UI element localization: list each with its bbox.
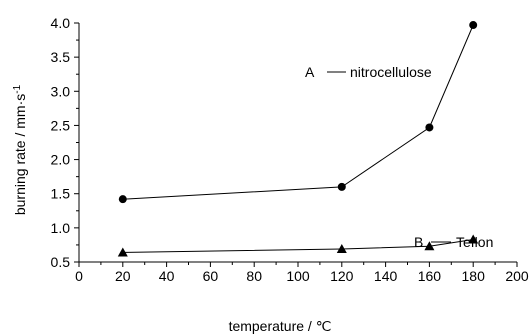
series-b-point <box>117 247 128 257</box>
y-tick-label: 4.0 <box>51 15 71 31</box>
series-a-point <box>337 182 346 191</box>
series-a-annotation: A nitrocellulose <box>305 64 432 80</box>
series-b-point <box>336 244 347 254</box>
x-tick-label: 140 <box>374 268 398 284</box>
x-tick-label: 100 <box>286 268 310 284</box>
series-b-line <box>122 239 474 253</box>
x-tick-label: 60 <box>203 268 219 284</box>
series-a-line <box>122 24 474 200</box>
y-tick-label: 3.5 <box>51 49 71 65</box>
x-tick-label: 200 <box>505 268 529 284</box>
y-tick-label: 0.5 <box>51 254 71 270</box>
y-tick-label: 3.0 <box>51 83 71 99</box>
axes <box>78 23 517 263</box>
x-tick-label: 80 <box>246 268 262 284</box>
x-tick-label: 0 <box>75 268 83 284</box>
x-tick-label: 160 <box>418 268 442 284</box>
series-a-point <box>118 195 127 204</box>
series-a-letter: A <box>305 64 315 80</box>
ticks: 0 20 40 60 80 100 120 140 160 180 200 0.5 1.0 1.5 2.0 2… <box>51 15 529 284</box>
x-axis-title: temperature / ℃ <box>229 318 332 334</box>
y-tick-label: 1.0 <box>51 220 71 236</box>
y-tick-label: 2.5 <box>51 117 71 133</box>
series-a-point <box>425 123 434 132</box>
series-markers <box>117 21 479 257</box>
x-tick-label: 120 <box>330 268 354 284</box>
y-tick-label: 2.0 <box>51 152 71 168</box>
series-b-point <box>468 234 479 244</box>
series-b-name: Teflon <box>456 234 493 250</box>
series-a-point <box>469 21 478 30</box>
y-axis-title-superscript: -1 <box>12 84 23 93</box>
y-axis-title: burning rate / mm·s-1 <box>12 84 29 215</box>
y-axis-title-main: burning rate / mm·s <box>12 94 28 215</box>
x-tick-label: 20 <box>115 268 131 284</box>
series-b-point <box>424 241 435 251</box>
series-a-name: nitrocellulose <box>350 64 432 80</box>
x-tick-label: 180 <box>462 268 486 284</box>
x-tick-label: 40 <box>159 268 175 284</box>
y-tick-label: 1.5 <box>51 186 71 202</box>
series-b-letter: B <box>414 234 423 250</box>
series-b-annotation: B Teflon <box>414 234 493 250</box>
series-lines <box>122 24 474 253</box>
